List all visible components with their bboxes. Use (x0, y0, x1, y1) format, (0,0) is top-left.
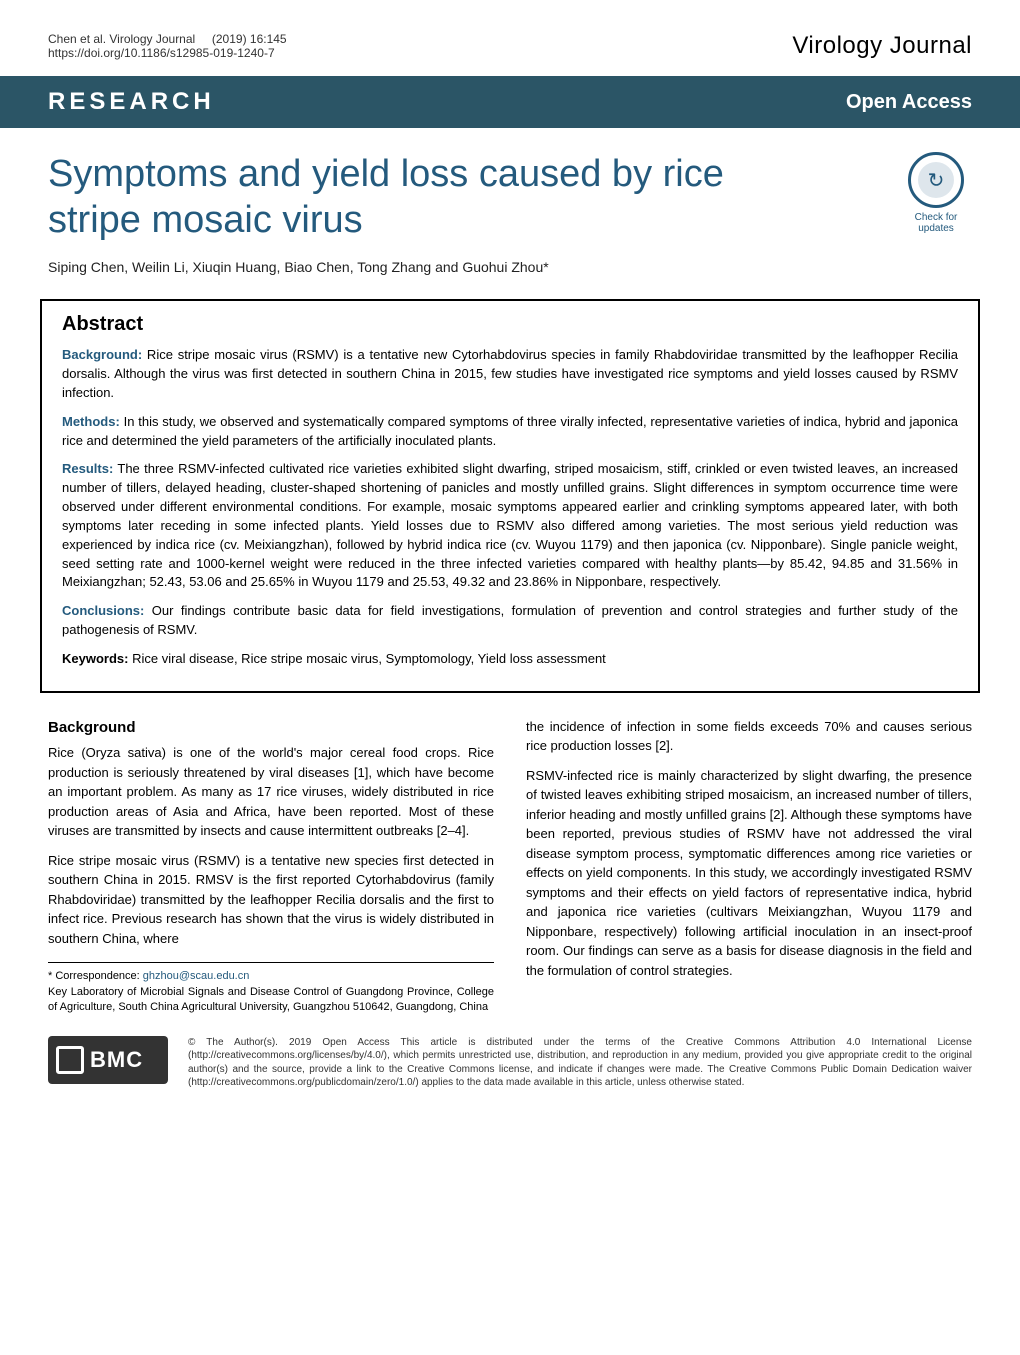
bmc-square-icon (56, 1046, 84, 1074)
abstract-keywords-text: Rice viral disease, Rice stripe mosaic v… (128, 651, 605, 666)
right-column: the incidence of infection in some field… (526, 717, 972, 1016)
article-type-banner: RESEARCH Open Access (0, 76, 1020, 128)
abstract-heading: Abstract (62, 313, 958, 336)
article-type: RESEARCH (48, 88, 215, 116)
abstract-keywords: Keywords: Rice viral disease, Rice strip… (62, 650, 958, 669)
abstract-background-text: Rice stripe mosaic virus (RSMV) is a ten… (62, 347, 958, 400)
body-columns: Background Rice (Oryza sativa) is one of… (0, 717, 1020, 1016)
header-row: Chen et al. Virology Journal (2019) 16:1… (48, 32, 972, 60)
abstract-methods: Methods: In this study, we observed and … (62, 413, 958, 451)
citation-authors: Chen et al. Virology Journal (48, 32, 195, 46)
correspondence-block: * Correspondence: ghzhou@scau.edu.cn Key… (48, 969, 494, 1015)
correspondence-label: * Correspondence: (48, 970, 143, 982)
open-access-label: Open Access (846, 91, 972, 114)
abstract-background: Background: Rice stripe mosaic virus (RS… (62, 346, 958, 403)
abstract-methods-text: In this study, we observed and systemati… (62, 414, 958, 448)
citation: Chen et al. Virology Journal (2019) 16:1… (48, 32, 287, 60)
background-heading: Background (48, 717, 494, 740)
body-p1: Rice (Oryza sativa) is one of the world'… (48, 743, 494, 841)
left-column: Background Rice (Oryza sativa) is one of… (48, 717, 494, 1016)
article-title: Symptoms and yield loss caused by rice s… (48, 152, 808, 243)
page-footer: BMC © The Author(s). 2019 Open Access Th… (0, 1016, 1020, 1114)
author-list: Siping Chen, Weilin Li, Xiuqin Huang, Bi… (0, 259, 1020, 295)
abstract-results: Results: The three RSMV-infected cultiva… (62, 460, 958, 592)
citation-year-vol: (2019) 16:145 (212, 32, 287, 46)
journal-name: Virology Journal (792, 32, 972, 60)
page-header: Chen et al. Virology Journal (2019) 16:1… (0, 0, 1020, 76)
abstract-results-label: Results: (62, 461, 113, 476)
check-label-2: updates (900, 223, 972, 234)
check-label-1: Check for (900, 212, 972, 223)
abstract-box: Abstract Background: Rice stripe mosaic … (40, 299, 980, 693)
abstract-methods-label: Methods: (62, 414, 120, 429)
check-updates-badge[interactable]: ↻ Check for updates (900, 152, 972, 234)
license-text: © The Author(s). 2019 Open Access This a… (188, 1036, 972, 1090)
check-circle-icon: ↻ (908, 152, 964, 208)
citation-doi: https://doi.org/10.1186/s12985-019-1240-… (48, 46, 275, 60)
abstract-conclusions-text: Our findings contribute basic data for f… (62, 603, 958, 637)
body-p2: Rice stripe mosaic virus (RSMV) is a ten… (48, 851, 494, 949)
abstract-background-label: Background: (62, 347, 142, 362)
correspondence-email[interactable]: ghzhou@scau.edu.cn (143, 970, 250, 982)
bmc-text: BMC (90, 1047, 143, 1073)
abstract-conclusions-label: Conclusions: (62, 603, 144, 618)
body-p4: RSMV-infected rice is mainly characteriz… (526, 766, 972, 981)
bmc-logo: BMC (48, 1036, 168, 1084)
correspondence-affiliation: Key Laboratory of Microbial Signals and … (48, 986, 494, 1013)
abstract-keywords-label: Keywords: (62, 651, 128, 666)
correspondence-divider (48, 962, 494, 963)
title-block: Symptoms and yield loss caused by rice s… (0, 128, 1020, 259)
abstract-conclusions: Conclusions: Our findings contribute bas… (62, 602, 958, 640)
body-p3: the incidence of infection in some field… (526, 717, 972, 756)
abstract-results-text: The three RSMV-infected cultivated rice … (62, 461, 958, 589)
